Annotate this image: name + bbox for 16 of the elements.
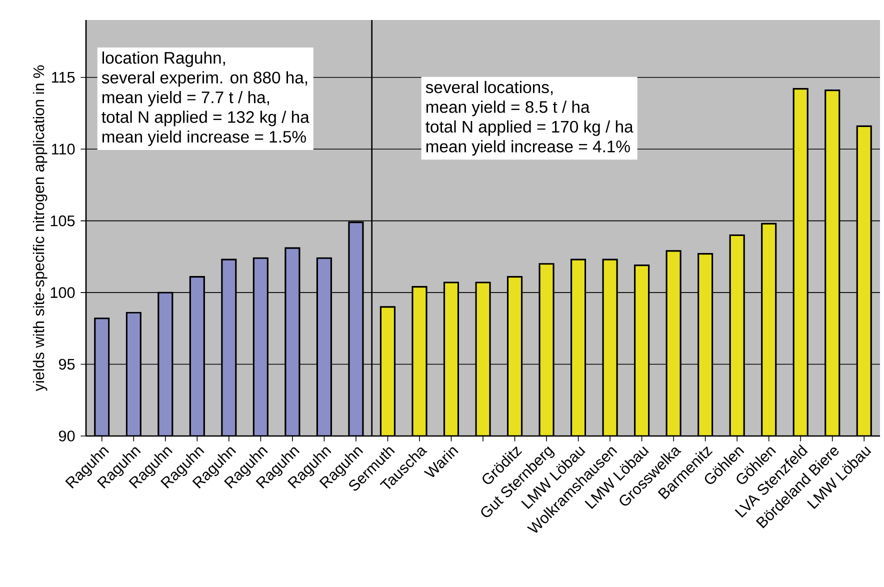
y-axis-title: yields with site-specific nitrogen application in % [32, 65, 48, 392]
annotation: several locations, [426, 80, 553, 96]
annotation: total N applied = 170 kg / ha [426, 120, 634, 136]
annotation: total N applied = 132 kg / ha [102, 110, 310, 126]
annotation: several experim. on 880 ha, [102, 71, 308, 87]
y-tick-label: 95 [58, 358, 75, 370]
y-tick-label: 115 [52, 72, 75, 83]
y-tick-label: 105 [50, 215, 75, 226]
annotation: mean yield increase = 4.1% [426, 140, 630, 156]
annotation: mean yield = 8.5 t / ha [426, 100, 590, 116]
y-tick-label: 100 [50, 287, 75, 298]
y-tick-label: 90 [58, 430, 75, 442]
annotation: mean yield increase = 1.5% [102, 130, 306, 146]
y-tick-label: 110 [52, 144, 75, 155]
annotation: location Raguhn, [102, 52, 225, 68]
annotation: mean yield = 7.7 t / ha, [102, 90, 269, 107]
